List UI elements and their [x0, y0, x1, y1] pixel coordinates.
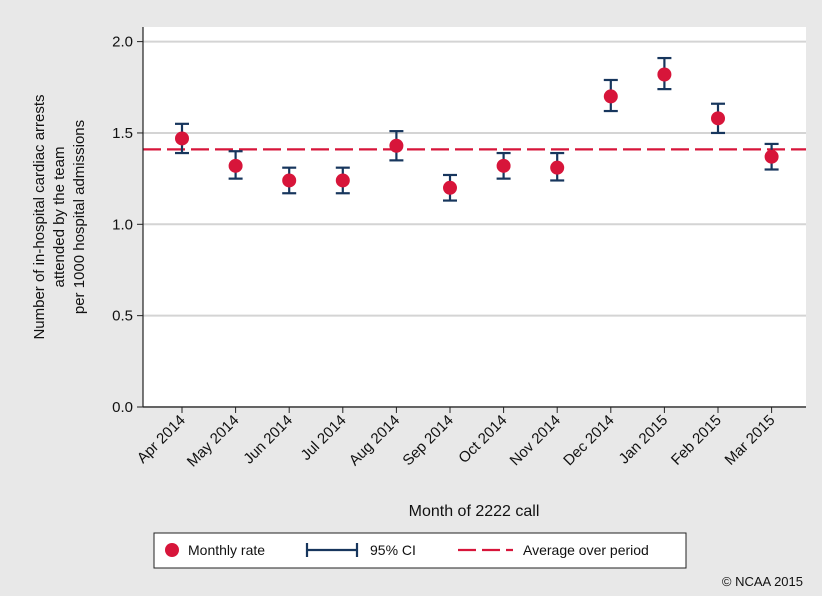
monthly-rate-point: [657, 67, 672, 82]
monthly-rate-point: [603, 89, 618, 104]
legend-label-monthly-rate: Monthly rate: [188, 542, 265, 558]
x-tick-label: Apr 2014: [134, 412, 189, 467]
monthly-rate-point: [711, 111, 725, 126]
y-tick-label: 1.0: [112, 216, 133, 233]
x-tick-label: Nov 2014: [507, 412, 564, 469]
y-tick-label: 1.5: [112, 125, 133, 142]
x-tick-label: Jun 2014: [240, 412, 296, 468]
x-tick-label: Sep 2014: [399, 412, 456, 469]
monthly-rate-point: [228, 158, 243, 173]
monthly-rate-point: [764, 149, 779, 164]
x-tick-label: Mar 2015: [722, 412, 779, 469]
y-axis-title-line: Number of in-hospital cardiac arrests: [31, 94, 48, 339]
points-layer: [175, 67, 779, 195]
x-tick-label: Dec 2014: [560, 412, 617, 469]
monthly-rate-point: [175, 131, 189, 146]
x-axis-title: Month of 2222 call: [409, 503, 540, 520]
monthly-rate-point: [443, 180, 457, 195]
ci-layer: [175, 56, 779, 202]
y-axis-title: Number of in-hospital cardiac arrests att…: [31, 94, 88, 339]
monthly-rate-point: [496, 158, 511, 173]
x-tick-label: Aug 2014: [346, 412, 403, 469]
x-tick-label: Feb 2015: [668, 412, 725, 469]
x-tick-label: Jan 2015: [616, 412, 672, 468]
legend: Monthly rate 95% CI Average over period: [153, 532, 687, 569]
y-tick-label: 0.5: [112, 308, 133, 325]
monthly-rate-point: [282, 173, 297, 188]
x-tick-label: May 2014: [184, 412, 243, 471]
legend-box: [153, 532, 687, 569]
monthly-rate-point: [389, 138, 404, 153]
y-tick-label: 0.0: [112, 399, 133, 416]
plot-area: [143, 27, 806, 407]
x-tick-label: Oct 2014: [455, 412, 510, 467]
legend-point-icon: [165, 543, 179, 557]
legend-label-ci: 95% CI: [370, 542, 416, 558]
monthly-rate-point: [335, 173, 350, 188]
y-tick-label: 2.0: [112, 34, 133, 51]
credit-text: © NCAA 2015: [722, 574, 803, 589]
y-axis-title-line: per 1000 hospital admissions: [71, 120, 88, 314]
x-tick-label: Jul 2014: [298, 412, 350, 464]
monthly-rate-point: [550, 160, 565, 175]
legend-label-average: Average over period: [523, 542, 649, 558]
y-axis-title-line: attended by the team: [51, 147, 68, 288]
